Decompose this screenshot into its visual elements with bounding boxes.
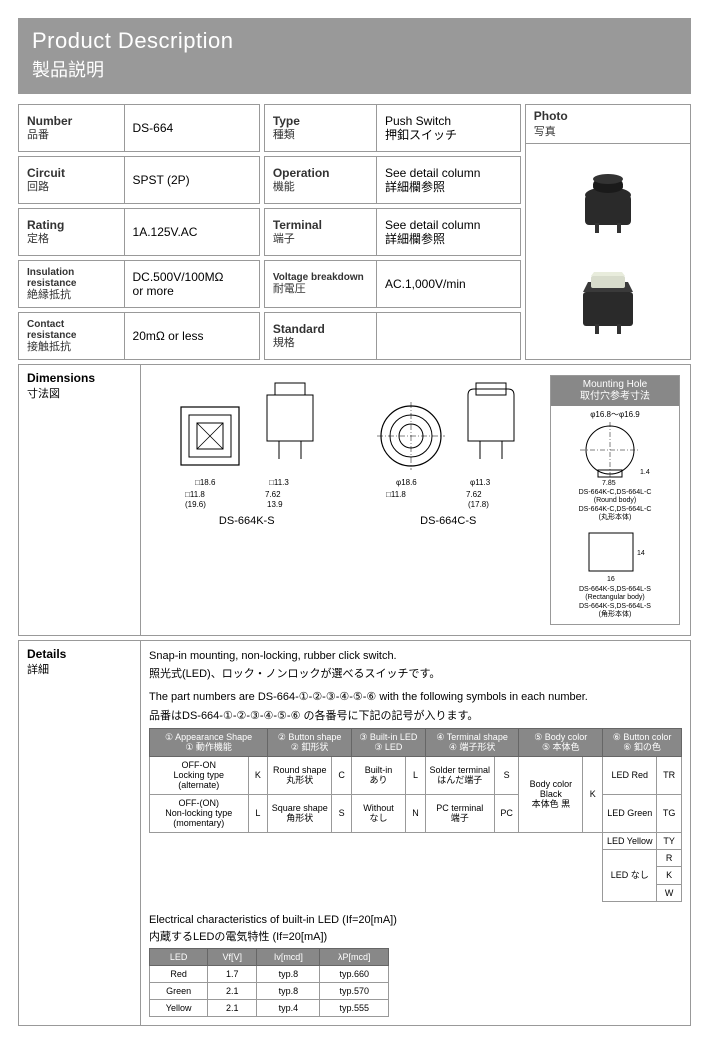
spec-standard: Standard規格 bbox=[264, 312, 521, 360]
spec-circuit: Circuit回路 SPST (2P) bbox=[18, 156, 260, 204]
photo-1 bbox=[573, 165, 643, 235]
details-pn-en: The part numbers are DS-664-①-②-③-④-⑤-⑥ … bbox=[149, 690, 682, 705]
svg-text:(19.6): (19.6) bbox=[185, 500, 206, 509]
spec-col-mid: Type種類 Push Switch押釦スイッチ Operation機能 See… bbox=[264, 104, 521, 360]
spec-col-photo: Photo写真 bbox=[525, 104, 691, 360]
spec-grid: Number品番 DS-664 Circuit回路 SPST (2P) Rati… bbox=[18, 104, 691, 360]
svg-text:1.4: 1.4 bbox=[640, 469, 650, 476]
details-intro-en: Snap-in mounting, non-locking, rubber cl… bbox=[149, 649, 682, 664]
led-header-en: Electrical characteristics of built-in L… bbox=[149, 914, 682, 926]
spec-insulation: Insulation resistance絶縁抵抗 DC.500V/100MΩo… bbox=[18, 260, 260, 308]
spec-rating: Rating定格 1A.125V.AC bbox=[18, 208, 260, 256]
svg-text:□11.8: □11.8 bbox=[185, 490, 205, 499]
svg-text:7.62: 7.62 bbox=[466, 490, 482, 499]
spec-terminal: Terminal端子 See detail column詳細欄参照 bbox=[264, 208, 521, 256]
dwg-rd-top bbox=[372, 397, 450, 475]
dimensions-drawings: □18.6 □11.3 □11.8 7.62 (19.6) 13.9 DS-66… bbox=[151, 375, 544, 625]
details-intro-jp: 照光式(LED)、ロック・ノンロックが選べるスイッチです。 bbox=[149, 667, 682, 682]
dwg-sq-top bbox=[171, 397, 249, 475]
drawing-left: □18.6 □11.3 □11.8 7.62 (19.6) 13.9 DS-66… bbox=[151, 375, 343, 625]
dwg-sq-side bbox=[257, 375, 323, 475]
dwg-left-dims: □18.6 □11.3 □11.8 7.62 (19.6) 13.9 bbox=[167, 475, 327, 509]
spec-voltage: Voltage breakdown耐電圧 AC.1,000V/min bbox=[264, 260, 521, 308]
svg-text:14: 14 bbox=[637, 550, 645, 557]
title-en: Product Description bbox=[32, 28, 677, 54]
options-table: ① Appearance Shape ① 動作機能 ② Button shape… bbox=[149, 728, 682, 902]
svg-text:(17.8): (17.8) bbox=[468, 500, 489, 509]
svg-text:φ11.3: φ11.3 bbox=[470, 478, 491, 487]
svg-text:□18.6: □18.6 bbox=[195, 478, 216, 487]
photo-box: Photo写真 bbox=[525, 104, 691, 360]
mount-circle: 1.4 7.85 bbox=[570, 422, 660, 486]
dwg-rd-side bbox=[458, 375, 524, 475]
spec-type: Type種類 Push Switch押釦スイッチ bbox=[264, 104, 521, 152]
dwg-right-dims: φ18.6 φ11.3 □11.8 7.62 (17.8) bbox=[368, 475, 528, 509]
title-jp: 製品説明 bbox=[32, 56, 677, 82]
spec-number: Number品番 DS-664 bbox=[18, 104, 260, 152]
details-block: Details詳細 Snap-in mounting, non-locking,… bbox=[18, 640, 691, 1027]
svg-text:13.9: 13.9 bbox=[267, 500, 283, 509]
spec-operation: Operation機能 See detail column詳細欄参照 bbox=[264, 156, 521, 204]
photo-2 bbox=[573, 268, 643, 338]
spec-contact: Contact resistance接触抵抗 20mΩ or less bbox=[18, 312, 260, 360]
svg-text:7.62: 7.62 bbox=[265, 490, 281, 499]
mounting-hole-box: Mounting Hole 取付穴参考寸法 φ16.8～φ16.9 1.4 7.… bbox=[550, 375, 680, 625]
dimensions-block: Dimensions寸法図 bbox=[18, 364, 691, 636]
mount-rect: 14 16 bbox=[575, 527, 655, 583]
led-header-jp: 内蔵するLEDの電気特性 (If=20[mA]) bbox=[149, 928, 682, 944]
page-root: Product Description 製品説明 Number品番 DS-664… bbox=[0, 0, 709, 1044]
svg-text:φ18.6: φ18.6 bbox=[396, 478, 417, 487]
drawing-right: φ18.6 φ11.3 □11.8 7.62 (17.8) DS-664C-S bbox=[353, 375, 545, 625]
svg-text:16: 16 bbox=[607, 576, 615, 583]
svg-text:□11.3: □11.3 bbox=[269, 478, 289, 487]
led-table: LEDVf[V] Iv[mcd]λP[mcd] Red1.7typ.8typ.6… bbox=[149, 948, 389, 1017]
svg-text:□11.8: □11.8 bbox=[386, 490, 406, 499]
spec-col-left: Number品番 DS-664 Circuit回路 SPST (2P) Rati… bbox=[18, 104, 260, 360]
title-block: Product Description 製品説明 bbox=[18, 18, 691, 94]
svg-text:7.85: 7.85 bbox=[602, 480, 616, 486]
details-pn-jp: 品番はDS-664-①-②-③-④-⑤-⑥ の各番号に下記の記号が入ります。 bbox=[149, 709, 682, 724]
